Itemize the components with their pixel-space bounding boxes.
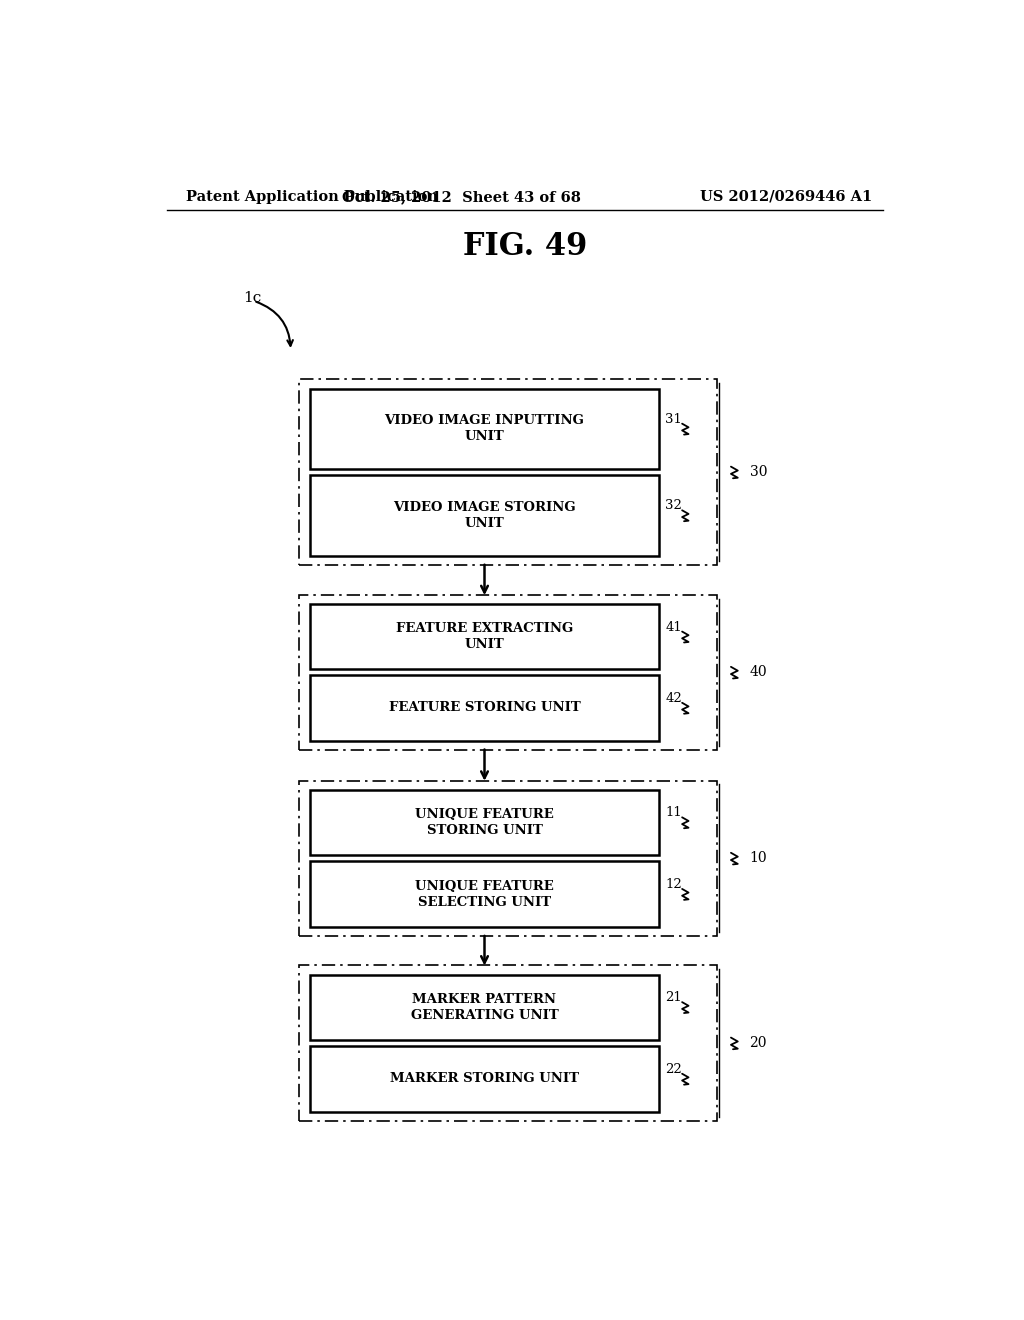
Text: 32: 32 — [665, 499, 682, 512]
Text: 42: 42 — [665, 692, 682, 705]
Bar — [310, 605, 658, 669]
Text: 31: 31 — [665, 413, 682, 426]
Bar — [299, 379, 717, 565]
Text: 10: 10 — [750, 851, 767, 866]
Text: FEATURE STORING UNIT: FEATURE STORING UNIT — [389, 701, 581, 714]
Bar — [310, 862, 658, 927]
Text: 21: 21 — [665, 991, 682, 1005]
Text: UNIQUE FEATURE
STORING UNIT: UNIQUE FEATURE STORING UNIT — [415, 808, 554, 837]
Bar — [310, 974, 658, 1040]
Bar — [310, 388, 658, 469]
Bar — [310, 1047, 658, 1111]
Bar — [299, 780, 717, 936]
Text: VIDEO IMAGE STORING
UNIT: VIDEO IMAGE STORING UNIT — [393, 502, 575, 531]
Bar — [299, 595, 717, 750]
Bar — [299, 965, 717, 1121]
Text: 30: 30 — [750, 465, 767, 479]
Text: 40: 40 — [750, 665, 767, 680]
Text: Patent Application Publication: Patent Application Publication — [186, 190, 438, 203]
Text: US 2012/0269446 A1: US 2012/0269446 A1 — [699, 190, 872, 203]
Text: 22: 22 — [665, 1063, 682, 1076]
Text: MARKER STORING UNIT: MARKER STORING UNIT — [390, 1072, 579, 1085]
Text: 12: 12 — [665, 878, 682, 891]
Bar — [310, 676, 658, 741]
Text: MARKER PATTERN
GENERATING UNIT: MARKER PATTERN GENERATING UNIT — [411, 993, 558, 1022]
Text: FEATURE EXTRACTING
UNIT: FEATURE EXTRACTING UNIT — [396, 622, 573, 651]
Text: 11: 11 — [665, 807, 682, 820]
Text: UNIQUE FEATURE
SELECTING UNIT: UNIQUE FEATURE SELECTING UNIT — [415, 879, 554, 908]
Bar — [310, 475, 658, 556]
Text: FIG. 49: FIG. 49 — [463, 231, 587, 263]
Text: 20: 20 — [750, 1036, 767, 1051]
Text: 41: 41 — [665, 620, 682, 634]
Text: VIDEO IMAGE INPUTTING
UNIT: VIDEO IMAGE INPUTTING UNIT — [385, 414, 585, 444]
Text: 1c: 1c — [243, 290, 261, 305]
Bar — [310, 789, 658, 855]
Text: Oct. 25, 2012  Sheet 43 of 68: Oct. 25, 2012 Sheet 43 of 68 — [342, 190, 581, 203]
